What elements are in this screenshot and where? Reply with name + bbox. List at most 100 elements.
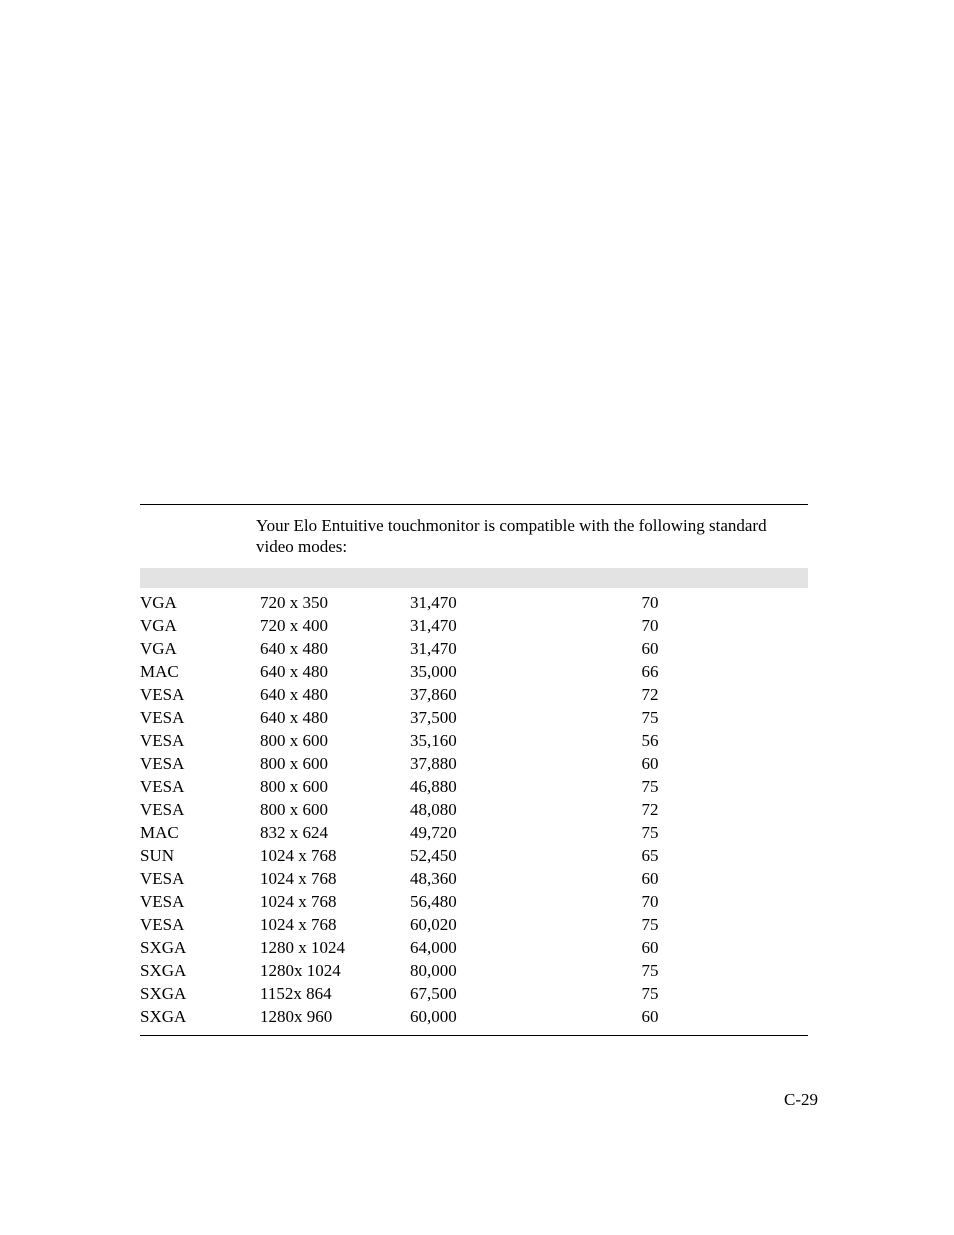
- cell-vfreq: 70: [580, 615, 720, 638]
- cell-hfreq: 37,860: [410, 684, 580, 707]
- cell-hfreq: 52,450: [410, 845, 580, 868]
- cell-resolution: 640 x 480: [260, 638, 410, 661]
- cell-mode: SXGA: [140, 1006, 260, 1029]
- cell-resolution: 1280x 960: [260, 1006, 410, 1029]
- cell-pad: [720, 983, 808, 1006]
- cell-resolution: 1152x 864: [260, 983, 410, 1006]
- cell-resolution: 1280 x 1024: [260, 937, 410, 960]
- table-row: VESA1024 x 76856,48070: [140, 891, 808, 914]
- cell-vfreq: 72: [580, 684, 720, 707]
- cell-mode: VESA: [140, 868, 260, 891]
- cell-resolution: 1024 x 768: [260, 845, 410, 868]
- table-row: VESA800 x 60035,16056: [140, 730, 808, 753]
- cell-pad: [720, 592, 808, 615]
- cell-vfreq: 56: [580, 730, 720, 753]
- cell-vfreq: 75: [580, 822, 720, 845]
- cell-hfreq: 60,020: [410, 914, 580, 937]
- cell-hfreq: 31,470: [410, 638, 580, 661]
- table-row: VESA640 x 48037,50075: [140, 707, 808, 730]
- cell-pad: [720, 615, 808, 638]
- table-row: SUN1024 x 76852,45065: [140, 845, 808, 868]
- cell-hfreq: 49,720: [410, 822, 580, 845]
- table-row: SXGA1280x 96060,00060: [140, 1006, 808, 1029]
- cell-hfreq: 46,880: [410, 776, 580, 799]
- cell-resolution: 1280x 1024: [260, 960, 410, 983]
- cell-hfreq: 31,470: [410, 615, 580, 638]
- cell-mode: SXGA: [140, 937, 260, 960]
- cell-resolution: 1024 x 768: [260, 914, 410, 937]
- cell-vfreq: 60: [580, 937, 720, 960]
- table-row: VESA1024 x 76848,36060: [140, 868, 808, 891]
- cell-resolution: 800 x 600: [260, 730, 410, 753]
- cell-resolution: 800 x 600: [260, 753, 410, 776]
- cell-mode: VESA: [140, 753, 260, 776]
- cell-resolution: 720 x 400: [260, 615, 410, 638]
- cell-mode: SXGA: [140, 983, 260, 1006]
- cell-mode: VESA: [140, 730, 260, 753]
- cell-vfreq: 60: [580, 1006, 720, 1029]
- cell-vfreq: 75: [580, 983, 720, 1006]
- cell-mode: VESA: [140, 799, 260, 822]
- cell-resolution: 800 x 600: [260, 799, 410, 822]
- cell-pad: [720, 822, 808, 845]
- table-row: VESA1024 x 76860,02075: [140, 914, 808, 937]
- cell-mode: VGA: [140, 638, 260, 661]
- table-row: SXGA1280x 102480,00075: [140, 960, 808, 983]
- cell-resolution: 640 x 480: [260, 707, 410, 730]
- cell-pad: [720, 937, 808, 960]
- cell-hfreq: 64,000: [410, 937, 580, 960]
- cell-mode: VESA: [140, 776, 260, 799]
- cell-resolution: 800 x 600: [260, 776, 410, 799]
- cell-hfreq: 80,000: [410, 960, 580, 983]
- bottom-rule: [140, 1035, 808, 1036]
- cell-resolution: 832 x 624: [260, 822, 410, 845]
- cell-pad: [720, 1006, 808, 1029]
- cell-vfreq: 66: [580, 661, 720, 684]
- cell-hfreq: 35,160: [410, 730, 580, 753]
- page-number: C-29: [784, 1090, 818, 1110]
- video-modes-table: VGA720 x 35031,47070VGA720 x 40031,47070…: [140, 592, 808, 1029]
- cell-vfreq: 60: [580, 868, 720, 891]
- table-row: MAC832 x 62449,72075: [140, 822, 808, 845]
- cell-mode: VESA: [140, 707, 260, 730]
- cell-pad: [720, 891, 808, 914]
- table-row: MAC640 x 48035,00066: [140, 661, 808, 684]
- cell-mode: VESA: [140, 684, 260, 707]
- cell-pad: [720, 845, 808, 868]
- cell-vfreq: 75: [580, 914, 720, 937]
- cell-vfreq: 70: [580, 592, 720, 615]
- cell-pad: [720, 707, 808, 730]
- cell-mode: VGA: [140, 615, 260, 638]
- cell-hfreq: 56,480: [410, 891, 580, 914]
- cell-pad: [720, 753, 808, 776]
- cell-vfreq: 72: [580, 799, 720, 822]
- table-row: VESA800 x 60037,88060: [140, 753, 808, 776]
- cell-mode: MAC: [140, 822, 260, 845]
- cell-hfreq: 37,880: [410, 753, 580, 776]
- table-row: VGA720 x 35031,47070: [140, 592, 808, 615]
- cell-hfreq: 60,000: [410, 1006, 580, 1029]
- cell-pad: [720, 684, 808, 707]
- table-row: SXGA1280 x 102464,00060: [140, 937, 808, 960]
- content-block: Your Elo Entuitive touchmonitor is compa…: [140, 504, 808, 1036]
- table-row: VGA640 x 48031,47060: [140, 638, 808, 661]
- cell-vfreq: 75: [580, 776, 720, 799]
- cell-pad: [720, 868, 808, 891]
- cell-pad: [720, 730, 808, 753]
- cell-resolution: 720 x 350: [260, 592, 410, 615]
- cell-vfreq: 60: [580, 638, 720, 661]
- document-page: Your Elo Entuitive touchmonitor is compa…: [0, 0, 954, 1235]
- cell-mode: VGA: [140, 592, 260, 615]
- cell-pad: [720, 799, 808, 822]
- cell-pad: [720, 776, 808, 799]
- cell-vfreq: 70: [580, 891, 720, 914]
- video-modes-tbody: VGA720 x 35031,47070VGA720 x 40031,47070…: [140, 592, 808, 1029]
- cell-vfreq: 75: [580, 707, 720, 730]
- cell-mode: SUN: [140, 845, 260, 868]
- table-row: VGA720 x 40031,47070: [140, 615, 808, 638]
- cell-mode: VESA: [140, 891, 260, 914]
- cell-resolution: 1024 x 768: [260, 891, 410, 914]
- cell-hfreq: 35,000: [410, 661, 580, 684]
- cell-hfreq: 48,360: [410, 868, 580, 891]
- cell-resolution: 640 x 480: [260, 661, 410, 684]
